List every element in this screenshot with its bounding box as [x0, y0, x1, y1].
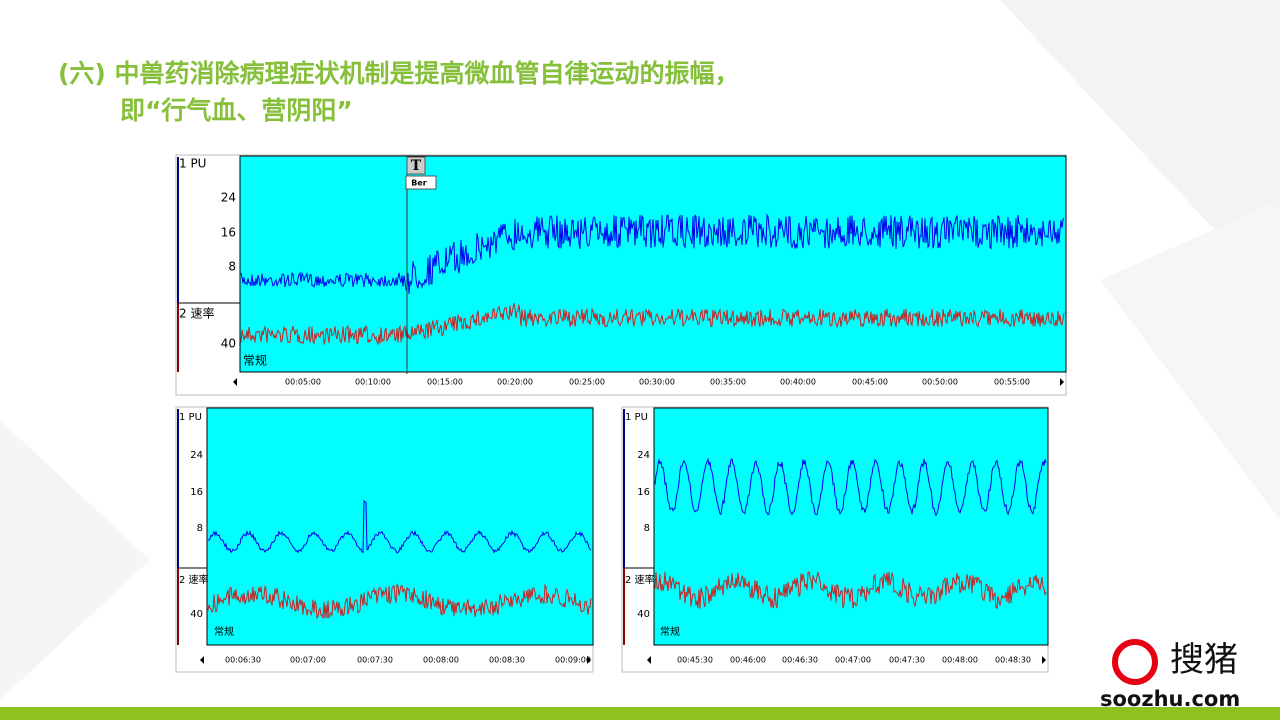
- y-tick-label: 24: [190, 450, 203, 461]
- plot-area: [206, 407, 594, 646]
- scroll-arrow: [233, 378, 237, 386]
- logo-icon: [1112, 639, 1158, 685]
- marker-box: [406, 156, 426, 175]
- title-line: 即“行气血、营阴阳”: [120, 96, 353, 125]
- time-label: 00:07:00: [290, 656, 326, 665]
- marker-label: Ber: [411, 179, 427, 188]
- time-label: 00:47:00: [835, 656, 871, 665]
- time-label: 00:47:30: [889, 656, 925, 665]
- y-tick-label: 16: [221, 226, 236, 240]
- marker-tag: [405, 175, 437, 190]
- pu-trace: [654, 457, 1047, 517]
- time-label: 00:05:00: [285, 378, 321, 387]
- y-tick-label: 16: [190, 487, 203, 498]
- time-label: 00:08:30: [489, 656, 525, 665]
- pu-trace: [240, 213, 1065, 294]
- rate-trace: [207, 583, 592, 620]
- logo-name: 搜猪: [1170, 640, 1238, 680]
- y-tick-label: 8: [644, 523, 650, 534]
- mode-label: 常规: [243, 353, 267, 368]
- time-label: 00:45:00: [852, 378, 888, 387]
- panels: 1 PU 24 16 8 2 速率 40 常规 00:05:00 00:10:00 00:15:0…: [175, 154, 1067, 673]
- scroll-arrow: [200, 656, 204, 664]
- channel-label: 2 速率: [179, 573, 209, 586]
- y-tick-label: 16: [637, 487, 650, 498]
- time-label: 00:35:00: [710, 378, 746, 387]
- time-label: 00:10:00: [355, 378, 391, 387]
- plot-area: [653, 407, 1049, 646]
- time-label: 00:15:00: [427, 378, 463, 387]
- y-tick-label: 8: [197, 523, 203, 534]
- y-tick-label: 40: [637, 609, 650, 620]
- scroll-arrow: [1060, 378, 1064, 386]
- channel-label: 1 PU: [179, 157, 206, 171]
- y-tick-label: 40: [190, 609, 203, 620]
- bg-shape: [1100, 200, 1280, 520]
- time-label: 00:06:30: [225, 656, 261, 665]
- y-tick-label: 24: [637, 450, 650, 461]
- scroll-arrow: [1042, 656, 1046, 664]
- mode-label: 常规: [660, 625, 680, 638]
- scroll-arrow: [647, 656, 651, 664]
- y-tick-label: 8: [228, 260, 236, 274]
- y-tick-label: 40: [221, 337, 236, 351]
- time-label: 00:25:00: [569, 378, 605, 387]
- bg-shape: [0, 420, 150, 700]
- channel-label: 2 速率: [625, 573, 655, 586]
- plot-area: [239, 155, 1067, 373]
- scroll-arrow: [587, 656, 591, 664]
- title-line: (六) 中兽药消除病理症状机制是提高微血管自律运动的振幅，: [58, 59, 740, 88]
- bg-shape: [1000, 0, 1280, 300]
- logo-url: soozhu.com: [1100, 687, 1240, 711]
- time-label: 00:55:00: [994, 378, 1030, 387]
- time-label: 00:46:00: [730, 656, 766, 665]
- time-label: 00:30:00: [639, 378, 675, 387]
- time-label: 00:45:30: [677, 656, 713, 665]
- pu-trace: [207, 499, 592, 554]
- rate-trace: [240, 303, 1065, 346]
- channel-label: 1 PU: [179, 412, 202, 423]
- time-label: 00:40:00: [780, 378, 816, 387]
- mode-label: 常规: [214, 625, 234, 638]
- time-label: 00:20:00: [497, 378, 533, 387]
- time-label: 00:48:00: [942, 656, 978, 665]
- time-label: 00:50:00: [922, 378, 958, 387]
- y-tick-label: 24: [221, 191, 236, 205]
- time-label: 00:46:30: [782, 656, 818, 665]
- time-label: 00:08:00: [423, 656, 459, 665]
- time-label: 00:48:30: [995, 656, 1031, 665]
- footer-bar: [0, 707, 1280, 720]
- rate-trace: [654, 571, 1047, 610]
- time-label: 00:07:30: [357, 656, 393, 665]
- marker-icon: T: [411, 158, 422, 174]
- channel-label: 1 PU: [625, 412, 648, 423]
- time-label: 00:09:00: [555, 656, 591, 665]
- channel-label: 2 速率: [179, 306, 214, 321]
